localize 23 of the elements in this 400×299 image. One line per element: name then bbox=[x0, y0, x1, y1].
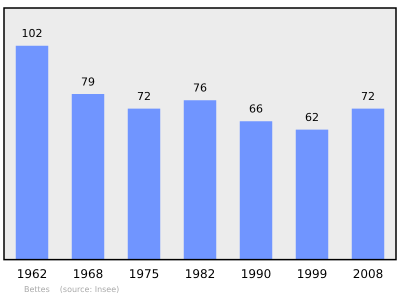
text: (source: Insee) bbox=[60, 285, 120, 294]
x-tick-label: 1982 bbox=[184, 266, 216, 281]
x-tick-label: 1990 bbox=[240, 266, 272, 281]
bar bbox=[128, 108, 160, 260]
x-tick-label: 2008 bbox=[352, 266, 384, 281]
x-tick-label: 1999 bbox=[296, 266, 328, 281]
data-label: 76 bbox=[193, 82, 207, 95]
bar bbox=[296, 130, 328, 260]
bar bbox=[72, 94, 104, 260]
data-label: 102 bbox=[22, 27, 42, 40]
x-tick-label: 1962 bbox=[16, 266, 48, 281]
bar bbox=[240, 121, 272, 260]
data-label: 72 bbox=[361, 90, 375, 103]
x-tick-label: 1968 bbox=[72, 266, 104, 281]
bar bbox=[16, 46, 48, 260]
text: Bettes bbox=[24, 285, 50, 294]
bar bbox=[184, 100, 216, 260]
x-tick-label: 1975 bbox=[128, 266, 160, 281]
data-label: 66 bbox=[249, 102, 263, 116]
data-label: 79 bbox=[81, 75, 95, 88]
data-label: 72 bbox=[137, 90, 151, 103]
bar bbox=[352, 108, 384, 260]
data-label: 62 bbox=[305, 110, 319, 124]
